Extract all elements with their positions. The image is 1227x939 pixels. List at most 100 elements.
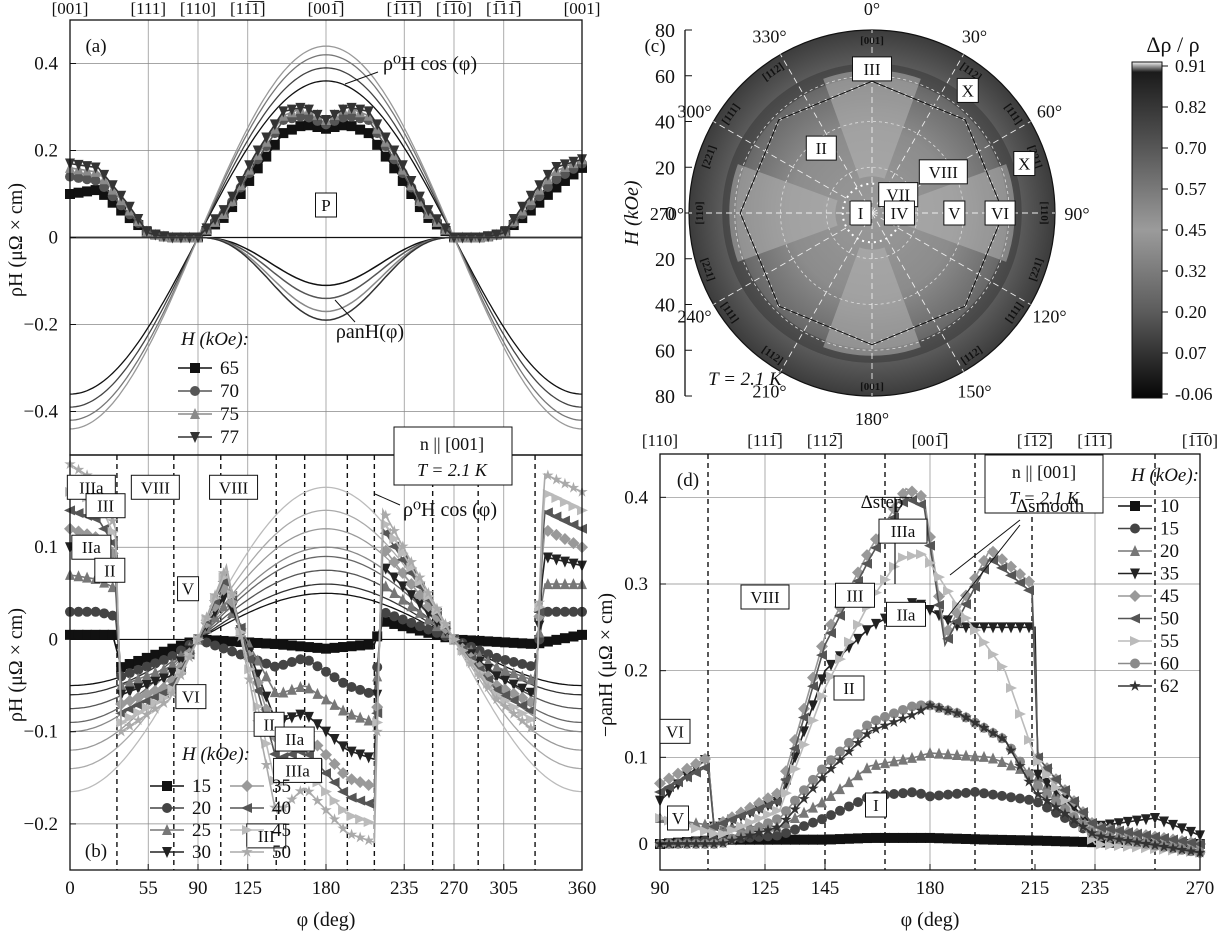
panel-d-series-15-point: [979, 788, 989, 799]
panel-b-series-20-point: [227, 646, 238, 657]
panel-b-legend-label: 20: [192, 798, 211, 819]
panel-a-series-65-point: [227, 202, 238, 213]
panel-b-series-25-point: [303, 682, 314, 694]
panel-a-region-label: P: [321, 196, 330, 215]
panel-b-series-50-point: [243, 673, 255, 685]
panel-b-series-20-point: [346, 682, 357, 693]
panel-b-info-box: [393, 426, 513, 486]
panel-d-legend-label: 62: [1160, 676, 1179, 697]
panel-b-series-30-point: [158, 673, 169, 685]
panel-b-series-45-point: [235, 627, 247, 638]
panel-d-series-50-point: [1104, 824, 1115, 835]
panel-b-series-15-point: [107, 629, 118, 640]
panel-d-series-50-point: [1167, 834, 1178, 845]
panel-d-series-62-point: [888, 716, 900, 727]
panel-b-xtick-label: 180: [312, 878, 341, 899]
panel-b-series-20-point: [329, 672, 340, 683]
panel-d-series-45-point: [681, 762, 693, 775]
panel-d-series-20-point: [826, 790, 836, 802]
panel-a-legend-marker: [190, 386, 200, 396]
panel-a-top-tick-label: [1̅1̅1̅]: [386, 0, 422, 18]
panel-b-ytick-label: −0.1: [24, 722, 58, 743]
panel-d-series-60-point: [826, 755, 836, 766]
panel-b-series-25-point: [346, 708, 357, 720]
panel-b-xtick-label: 0: [65, 878, 75, 899]
panel-d-series-20-point: [898, 753, 908, 765]
panel-b-series-20-point: [568, 606, 579, 617]
panel-a-series-77-point: [286, 104, 297, 116]
panel-b-legend-label: 35: [272, 776, 291, 797]
panel-d-legend-marker: [1129, 590, 1141, 602]
panel-b-series-25-point: [73, 570, 84, 582]
panel-d-series-15-point: [763, 831, 773, 842]
panel-b-series-40-point: [507, 695, 519, 706]
panel-b-series-25-point: [397, 593, 408, 605]
panel-c-region-label-box: [984, 200, 1016, 226]
panel-d-series-60-point: [880, 711, 890, 722]
panel-b-region-label: II: [263, 715, 275, 734]
panel-d-series-10-point: [799, 834, 809, 845]
panel-b-series-50-point: [397, 540, 409, 552]
panel-c-grid-radial: [780, 212, 873, 372]
panel-a-top-tick-label: [1̅11̅]: [486, 0, 522, 18]
panel-a-legend-title: H (kOe):: [180, 329, 249, 350]
panel-d-series-62-point: [663, 838, 675, 849]
panel-d-series-62-point: [807, 782, 819, 794]
panel-b-series-20-point: [363, 687, 374, 698]
panel-b-series-30-point: [141, 680, 152, 692]
panel-d-series-20-point: [952, 748, 962, 760]
panel-a-series-65-point: [261, 151, 272, 162]
panel-b-series-25-point: [150, 666, 161, 678]
panel-b-series-50-point: [260, 758, 272, 770]
panel-d-xtick-label: 180: [916, 878, 945, 899]
panel-c-ytick-label: 0: [665, 203, 675, 225]
panel-d-region-label-box: [740, 584, 790, 610]
panel-b-series-50-point: [183, 651, 196, 663]
panel-d-series-62-point: [1068, 814, 1080, 826]
panel-d-series-60-point: [889, 708, 899, 719]
panel-d: [110] [111̅] [112̅] [001̅] [1̅1̅2̅] [1̅1̅1̅] […: [595, 431, 1218, 931]
panel-d-series-10-point: [1051, 836, 1061, 847]
panel-d-series-50-point: [915, 499, 926, 510]
panel-c-colorbar-label: 0.32: [1175, 261, 1207, 281]
panel-c-ytick-label: 60: [655, 66, 675, 88]
panel-d-top-tick-label: [112̅]: [807, 431, 843, 450]
panel-d-series-10-point: [1042, 835, 1052, 846]
panel-c-angle-label: 30°: [962, 26, 987, 46]
panel-b-xtick-label: 125: [234, 878, 263, 899]
panel-b-series-35-point: [328, 757, 341, 770]
panel-d-series-20-point: [988, 752, 998, 764]
panel-d-series-55-point: [907, 550, 918, 561]
panel-b-series-25-point: [568, 578, 579, 590]
panel-d-series-20-point: [871, 758, 881, 770]
panel-d-series-62-point: [1176, 843, 1188, 855]
panel-c-ytick-label: 80: [655, 386, 675, 408]
panel-d-series-10-point: [898, 832, 908, 843]
panel-d-series-55-point: [961, 613, 972, 624]
panel-b-series-15-point: [210, 635, 221, 646]
panel-b-series-25-point: [278, 686, 289, 698]
panel-d-series-62-point: [852, 736, 864, 748]
panel-b-series-20-point: [414, 621, 425, 632]
panel-b-series-25-point: [107, 581, 118, 593]
panel-a-series-65-point: [346, 121, 357, 132]
panel-b-series-40-point: [337, 786, 349, 797]
panel-b-series-50-point: [303, 785, 315, 797]
panel-b-series-20-point: [218, 643, 229, 654]
panel-b-series-45-point: [355, 814, 367, 825]
panel-d-series-62-point: [987, 727, 999, 738]
panel-d-ytick-label: 0.2: [624, 661, 648, 682]
panel-a-series-65-point: [99, 189, 110, 200]
panel-b-annotation: ρ⁰H cos (φ): [403, 499, 497, 521]
panel-d-series-62-point: [933, 701, 945, 713]
panel-b-series-15-point: [491, 636, 502, 647]
panel-c-region-label-box: [918, 159, 968, 185]
panel-d-xtick-label: 215: [1021, 878, 1050, 899]
panel-d-series-15-point: [1042, 802, 1052, 813]
panel-c-angle-label: 210°: [752, 382, 786, 402]
panel-d-series-62-point: [969, 716, 981, 728]
panel-b-series-40-point: [149, 691, 161, 702]
panel-d-series-62-point: [735, 831, 747, 843]
panel-d-series-20-point: [1006, 759, 1016, 771]
panel-d-series-50-point: [663, 782, 674, 793]
